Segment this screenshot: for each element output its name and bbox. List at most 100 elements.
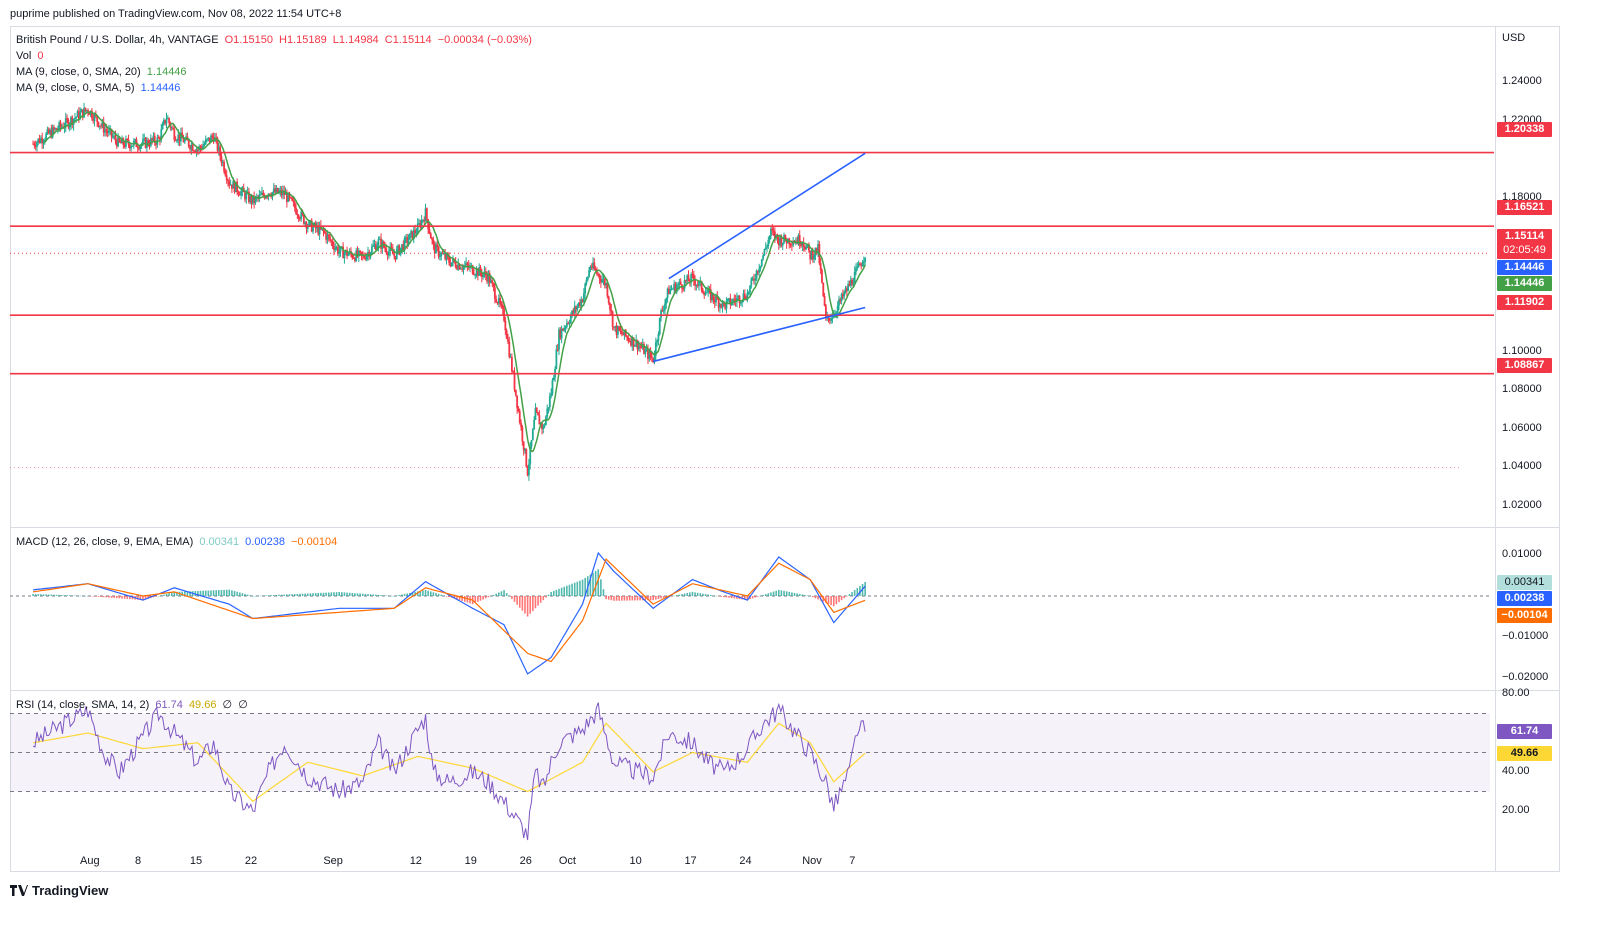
macd-histogram-bar	[280, 594, 283, 596]
candle-body	[115, 140, 118, 147]
candle-body	[792, 242, 795, 246]
candle-body	[202, 145, 205, 149]
date-tick: 12	[409, 855, 422, 867]
candle-body	[395, 249, 398, 259]
candle-body	[325, 233, 328, 240]
candle-body	[174, 139, 177, 141]
candle-body	[342, 246, 345, 259]
candle-body	[763, 249, 766, 256]
candle-body	[528, 464, 530, 476]
candle-body	[514, 389, 517, 396]
macd-histogram-bar	[859, 586, 861, 596]
macd-histogram-bar	[81, 595, 84, 597]
macd-histogram-bar	[76, 595, 79, 597]
candle-body	[244, 192, 246, 200]
candle-body	[497, 298, 500, 304]
candle-body	[573, 306, 576, 313]
candle-body	[670, 288, 673, 290]
macd-histogram-bar	[508, 596, 511, 597]
ma1-legend[interactable]: MA (9, close, 0, SMA, 20) 1.14446	[16, 64, 190, 80]
macd-histogram-bar	[333, 592, 335, 596]
candle-body	[153, 135, 156, 143]
macd-histogram-bar	[662, 596, 665, 598]
candle-body	[559, 329, 562, 339]
macd-histogram-bar	[95, 596, 97, 597]
macd-histogram-bar	[246, 594, 249, 596]
symbol-title[interactable]: British Pound / U.S. Dollar, 4h, VANTAGE	[16, 34, 219, 46]
candle-body	[458, 263, 461, 270]
ma2-legend[interactable]: MA (9, close, 0, SMA, 5) 1.14446	[16, 80, 183, 96]
candle-body	[630, 341, 632, 346]
candle-body	[77, 111, 80, 119]
candle-body	[660, 310, 662, 318]
candle-body	[664, 303, 666, 310]
macd-histogram-bar	[809, 596, 811, 597]
volume-legend[interactable]: Vol 0	[16, 48, 46, 64]
tradingview-logo[interactable]: TradingView	[10, 883, 108, 898]
candle-body	[208, 137, 211, 142]
pane-divider[interactable]	[10, 690, 1560, 691]
macd-histogram-bar	[233, 591, 236, 596]
macd-histogram-bar	[560, 587, 563, 596]
candle-body	[157, 137, 160, 139]
candle-body	[457, 263, 460, 270]
macd-histogram-bar	[335, 592, 338, 596]
candle-body	[254, 196, 257, 203]
candle-body	[463, 265, 466, 267]
macd-histogram-bar	[806, 595, 809, 596]
candle-body	[240, 191, 242, 196]
pane-divider[interactable]	[10, 527, 1560, 528]
candle-body	[279, 189, 282, 192]
candle-body	[551, 380, 554, 394]
chart-frame[interactable]	[10, 26, 1560, 872]
candle-body	[473, 273, 475, 275]
candle-body	[565, 323, 568, 327]
candle-body	[640, 346, 643, 348]
candle-body	[805, 246, 808, 250]
macd-histogram-bar	[176, 591, 178, 596]
candle-body	[121, 138, 123, 144]
macd-histogram-bar	[534, 596, 537, 609]
macd-histogram-bar	[184, 591, 186, 596]
macd-histogram-bar	[87, 596, 89, 597]
candle-body	[191, 144, 194, 151]
macd-histogram-bar	[123, 596, 126, 599]
rsi-empty-2: ∅	[238, 699, 248, 711]
candle-body	[560, 328, 563, 339]
candle-body	[262, 192, 265, 196]
macd-histogram-bar	[89, 596, 92, 597]
candle-body	[568, 322, 571, 324]
candle-body	[416, 223, 419, 233]
macd-histogram-bar	[647, 596, 649, 601]
candle-body	[232, 181, 235, 189]
candle-body	[406, 237, 409, 244]
macd-histogram-bar	[293, 594, 296, 596]
candle-body	[397, 245, 399, 250]
candle-body	[480, 273, 483, 278]
candle-body	[71, 117, 74, 125]
candle-body	[602, 278, 605, 281]
rsi-legend[interactable]: RSI (14, close, SMA, 14, 2) 61.74 49.66 …	[16, 697, 251, 713]
candle-body	[388, 251, 390, 256]
candle-body	[346, 250, 348, 256]
candle-body	[161, 124, 164, 130]
candle-body	[33, 143, 36, 146]
date-tick: Sep	[323, 855, 343, 867]
brand-name: TradingView	[32, 883, 109, 898]
rsi-empty-1: ∅	[222, 699, 233, 711]
macd-histogram-bar	[505, 593, 508, 596]
macd-histogram-bar	[759, 595, 762, 597]
candle-body	[43, 140, 46, 142]
candle-body	[160, 129, 163, 141]
candle-body	[98, 125, 101, 127]
candle-body	[666, 288, 669, 299]
ma2-label: MA (9, close, 0, SMA, 5)	[16, 82, 135, 94]
candle-body	[474, 274, 477, 276]
candle-body	[403, 237, 406, 251]
candle-body	[398, 245, 401, 255]
macd-tick: 0.01000	[1502, 548, 1542, 560]
candle-body	[631, 337, 634, 346]
macd-legend[interactable]: MACD (12, 26, close, 9, EMA, EMA) 0.0034…	[16, 534, 340, 550]
candle-body	[732, 299, 734, 304]
